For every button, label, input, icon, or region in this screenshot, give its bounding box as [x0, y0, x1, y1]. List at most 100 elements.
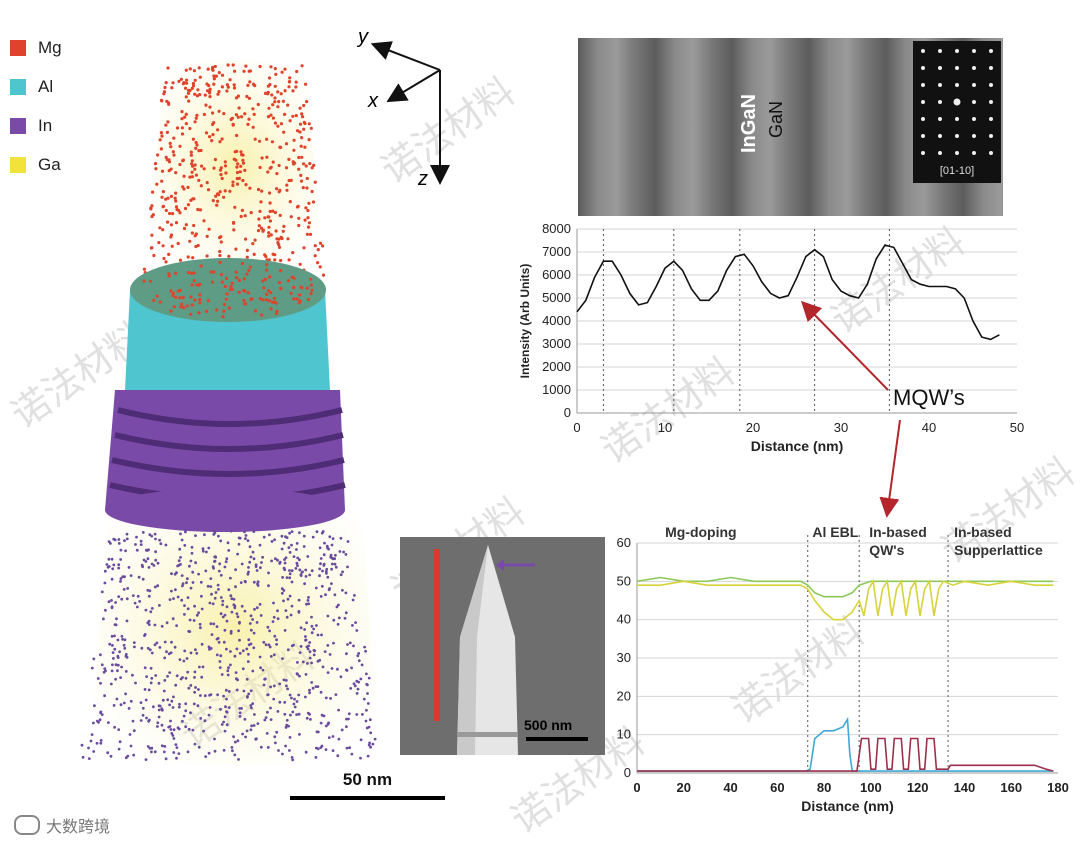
- in-atom: [80, 743, 84, 747]
- mg-atom: [300, 64, 304, 68]
- mg-atom: [229, 285, 233, 289]
- in-atom: [117, 728, 121, 731]
- in-atom: [342, 550, 345, 554]
- in-atom: [304, 638, 308, 642]
- in-atom: [97, 720, 100, 724]
- mg-atom: [270, 140, 274, 144]
- mg-atom: [218, 140, 222, 144]
- in-atom: [339, 675, 343, 679]
- mg-atom: [186, 185, 190, 189]
- mg-atom: [248, 69, 252, 73]
- in-atom: [178, 658, 182, 661]
- mg-atom: [156, 153, 160, 157]
- in-atom: [143, 688, 147, 691]
- in-atom: [249, 704, 253, 707]
- y-tick-label: 60: [617, 535, 631, 550]
- diffraction-spot: [921, 83, 925, 87]
- in-atom: [213, 596, 217, 600]
- mg-atom: [191, 256, 195, 260]
- mg-atom: [273, 210, 277, 215]
- mg-atom: [224, 171, 228, 175]
- mg-atom: [161, 205, 165, 209]
- in-atom: [316, 730, 320, 734]
- in-atom: [249, 728, 253, 732]
- in-atom: [107, 600, 111, 604]
- in-atom: [367, 743, 371, 747]
- in-atom: [331, 537, 335, 540]
- in-atom: [194, 686, 197, 689]
- in-atom: [173, 645, 177, 649]
- in-atom: [174, 683, 178, 687]
- in-atom: [326, 722, 330, 726]
- in-atom: [335, 605, 339, 609]
- mg-atom: [218, 253, 222, 258]
- in-atom: [112, 704, 116, 707]
- mg-atom: [193, 92, 197, 96]
- in-atom: [251, 618, 255, 621]
- in-atom: [268, 629, 271, 633]
- mg-atom: [292, 138, 296, 142]
- in-atom: [203, 719, 207, 723]
- mg-atom: [307, 122, 311, 126]
- in-atom: [283, 712, 287, 716]
- mg-atom: [213, 64, 217, 69]
- in-atom: [241, 732, 245, 736]
- in-atom: [350, 666, 353, 670]
- in-atom: [144, 608, 148, 612]
- mg-atom: [202, 167, 206, 171]
- mg-atom: [158, 226, 162, 230]
- in-atom: [103, 581, 107, 585]
- mg-atom: [292, 297, 296, 301]
- mg-atom: [278, 213, 282, 217]
- in-atom: [259, 614, 263, 617]
- in-atom: [180, 538, 184, 542]
- mg-atom: [307, 201, 311, 205]
- mg-atom: [275, 187, 279, 191]
- mg-atom: [309, 126, 313, 130]
- mg-atom: [211, 122, 215, 126]
- mg-atom: [232, 83, 236, 87]
- mg-atom: [158, 138, 162, 142]
- mg-atom: [236, 94, 240, 98]
- in-atom: [201, 549, 205, 553]
- mg-atom: [188, 239, 192, 243]
- in-atom: [102, 670, 106, 674]
- mg-atom: [231, 183, 235, 188]
- mg-atom: [206, 299, 210, 303]
- in-atom: [122, 701, 126, 705]
- mg-atom: [180, 126, 184, 130]
- in-atom: [90, 733, 94, 736]
- mg-atom: [297, 167, 301, 171]
- legend-item-ga: Ga: [10, 153, 61, 177]
- mg-atom: [288, 80, 292, 84]
- mg-atom: [242, 277, 246, 281]
- in-atom: [219, 707, 222, 711]
- in-atom: [332, 641, 335, 645]
- mg-atom: [178, 258, 183, 262]
- x-tick-label: 100: [860, 780, 882, 795]
- in-atom: [334, 565, 338, 569]
- in-atom: [172, 737, 176, 740]
- mg-atom: [182, 187, 186, 191]
- in-atom: [161, 698, 165, 702]
- mg-atom: [271, 103, 275, 107]
- mg-atom: [169, 167, 173, 171]
- in-atom: [148, 718, 151, 722]
- in-atom: [285, 615, 289, 619]
- in-atom: [213, 737, 216, 741]
- in-atom: [262, 683, 266, 687]
- in-atom: [338, 550, 342, 553]
- in-atom: [229, 629, 233, 633]
- in-atom: [284, 726, 288, 729]
- in-atom: [283, 629, 287, 632]
- in-atom: [309, 718, 312, 721]
- mg-atom: [271, 160, 275, 164]
- mg-atom: [240, 153, 244, 157]
- mg-atom: [176, 289, 180, 293]
- mg-atom: [215, 203, 219, 207]
- in-atom: [183, 604, 186, 607]
- in-atom: [135, 535, 138, 539]
- in-atom: [162, 750, 166, 754]
- mg-atom: [178, 211, 182, 215]
- x-tick-label: 140: [954, 780, 976, 795]
